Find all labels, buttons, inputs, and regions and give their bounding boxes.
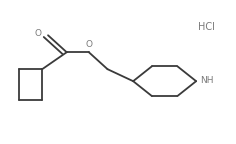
- Text: HCl: HCl: [198, 22, 215, 32]
- Text: O: O: [34, 29, 41, 38]
- Text: NH: NH: [200, 76, 214, 85]
- Text: O: O: [85, 40, 92, 49]
